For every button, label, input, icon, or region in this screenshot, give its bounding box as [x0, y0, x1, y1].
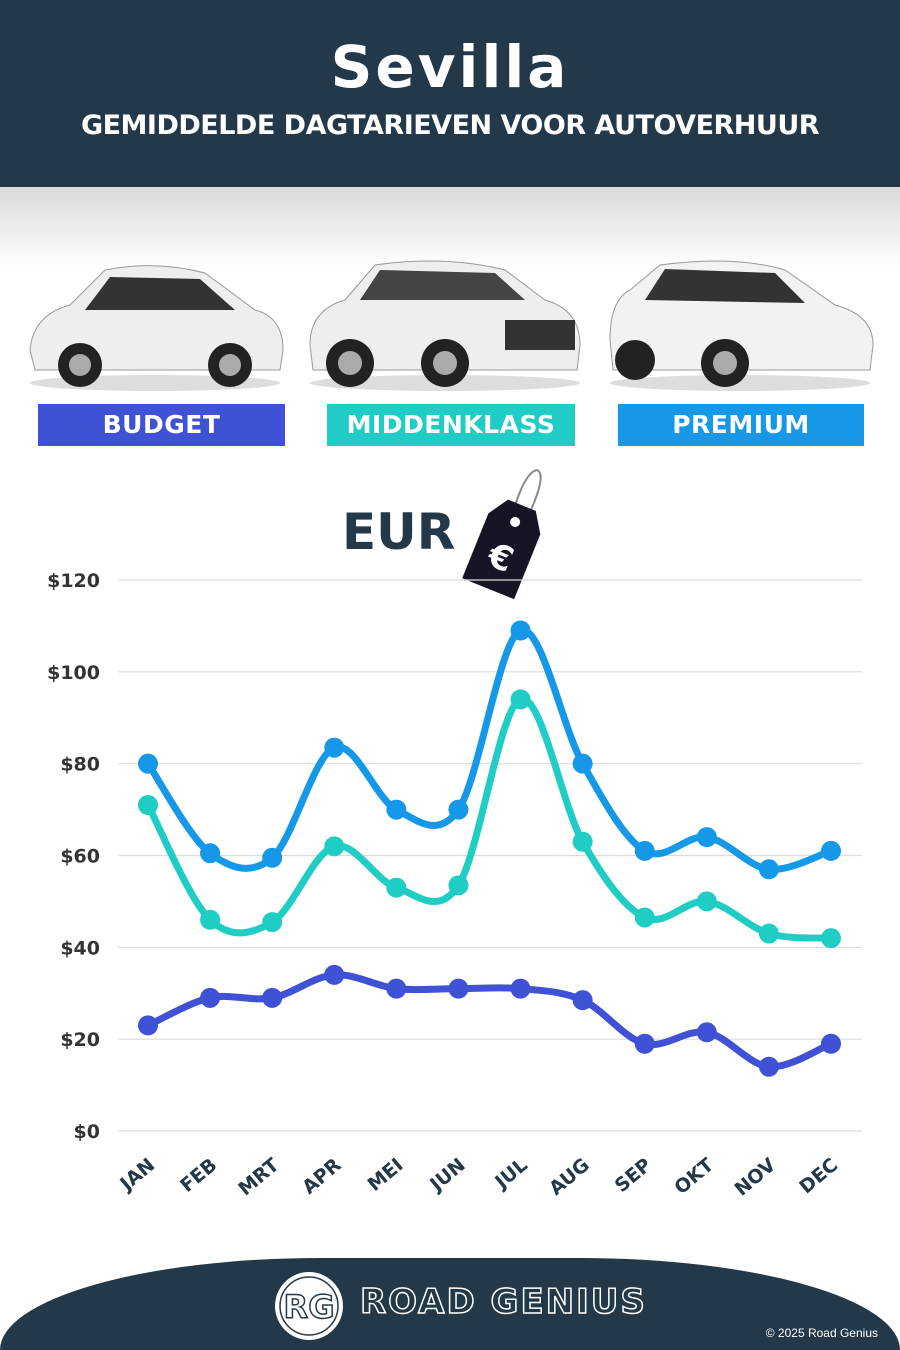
euro-price-tag-icon: € — [462, 468, 542, 600]
data-point — [696, 891, 717, 912]
data-point — [572, 753, 593, 774]
data-point — [200, 987, 221, 1008]
data-point — [758, 923, 779, 944]
x-tick-label: DEC — [795, 1154, 842, 1198]
data-point — [448, 875, 469, 896]
data-point — [448, 799, 469, 820]
x-tick-label: JUN — [425, 1154, 470, 1197]
data-point — [262, 912, 283, 933]
data-point — [510, 620, 531, 641]
data-point — [138, 753, 158, 774]
data-point — [386, 799, 407, 820]
legend-midsize: MIDDENKLASS — [327, 404, 575, 446]
x-tick-label: FEB — [176, 1154, 221, 1197]
x-tick-label: SEP — [611, 1154, 656, 1197]
data-point — [696, 827, 717, 848]
road-genius-logo: RG — [275, 1272, 343, 1340]
y-tick-label: $20 — [60, 1029, 100, 1051]
series-line-middenklass — [144, 695, 835, 942]
data-point — [386, 877, 407, 898]
page-subtitle: GEMIDDELDE DAGTARIEVEN VOOR AUTOVERHUUR — [80, 110, 820, 141]
legend-premium: PREMIUM — [618, 404, 864, 446]
x-tick-label: MRT — [234, 1154, 283, 1200]
x-tick-label: APR — [298, 1154, 346, 1199]
data-point — [386, 978, 407, 999]
data-point — [138, 1015, 158, 1036]
x-tick-label: JAN — [115, 1154, 160, 1196]
data-point — [821, 1033, 841, 1054]
data-point — [324, 964, 345, 985]
x-tick-label: OKT — [670, 1154, 718, 1199]
data-point — [572, 831, 593, 852]
x-tick-label: MEI — [364, 1154, 408, 1196]
y-tick-label: $120 — [47, 570, 100, 592]
y-tick-label: $100 — [47, 662, 100, 684]
header-shadow — [0, 187, 900, 267]
y-tick-label: $80 — [60, 754, 100, 776]
data-point — [200, 843, 221, 864]
brand-name: ROAD GENIUS — [359, 1281, 647, 1323]
y-tick-label: $0 — [74, 1121, 100, 1143]
y-tick-label: $40 — [60, 937, 100, 959]
data-point — [696, 1022, 717, 1043]
data-point — [324, 737, 345, 758]
data-point — [821, 928, 841, 949]
data-point — [138, 794, 158, 815]
x-tick-label: JUL — [490, 1154, 532, 1194]
logo-text: RG — [284, 1288, 335, 1326]
data-point — [510, 689, 531, 710]
data-point — [821, 840, 841, 861]
data-point — [634, 840, 655, 861]
data-point — [200, 909, 221, 930]
midsize-car-image — [309, 260, 581, 391]
data-point — [634, 907, 655, 928]
data-point — [758, 1056, 779, 1077]
data-point — [262, 987, 283, 1008]
data-point — [262, 847, 283, 868]
currency-label: EUR — [342, 503, 456, 561]
data-point — [634, 1033, 655, 1054]
data-point — [324, 836, 345, 857]
budget-car-image — [29, 265, 284, 391]
data-point — [758, 859, 779, 880]
data-point — [448, 978, 469, 999]
legend-budget: BUDGET — [38, 404, 285, 446]
series-line-premium — [144, 626, 835, 873]
series-line-budget — [144, 971, 835, 1071]
x-tick-label: NOV — [731, 1154, 781, 1201]
header: Sevilla GEMIDDELDE DAGTARIEVEN VOOR AUTO… — [0, 0, 900, 187]
data-point — [510, 978, 531, 999]
data-point — [572, 990, 593, 1011]
footer — [0, 1258, 900, 1350]
page-title: Sevilla — [330, 33, 570, 101]
line-chart: $0 $20 $40 $60 $80 $100 $120 JAN FEB MRT APR MEI JUN… — [47, 570, 862, 1201]
premium-car-image — [609, 260, 874, 391]
copyright: © 2025 Road Genius — [765, 1326, 878, 1340]
x-tick-label: AUG — [545, 1154, 594, 1200]
y-tick-label: $60 — [60, 846, 100, 868]
